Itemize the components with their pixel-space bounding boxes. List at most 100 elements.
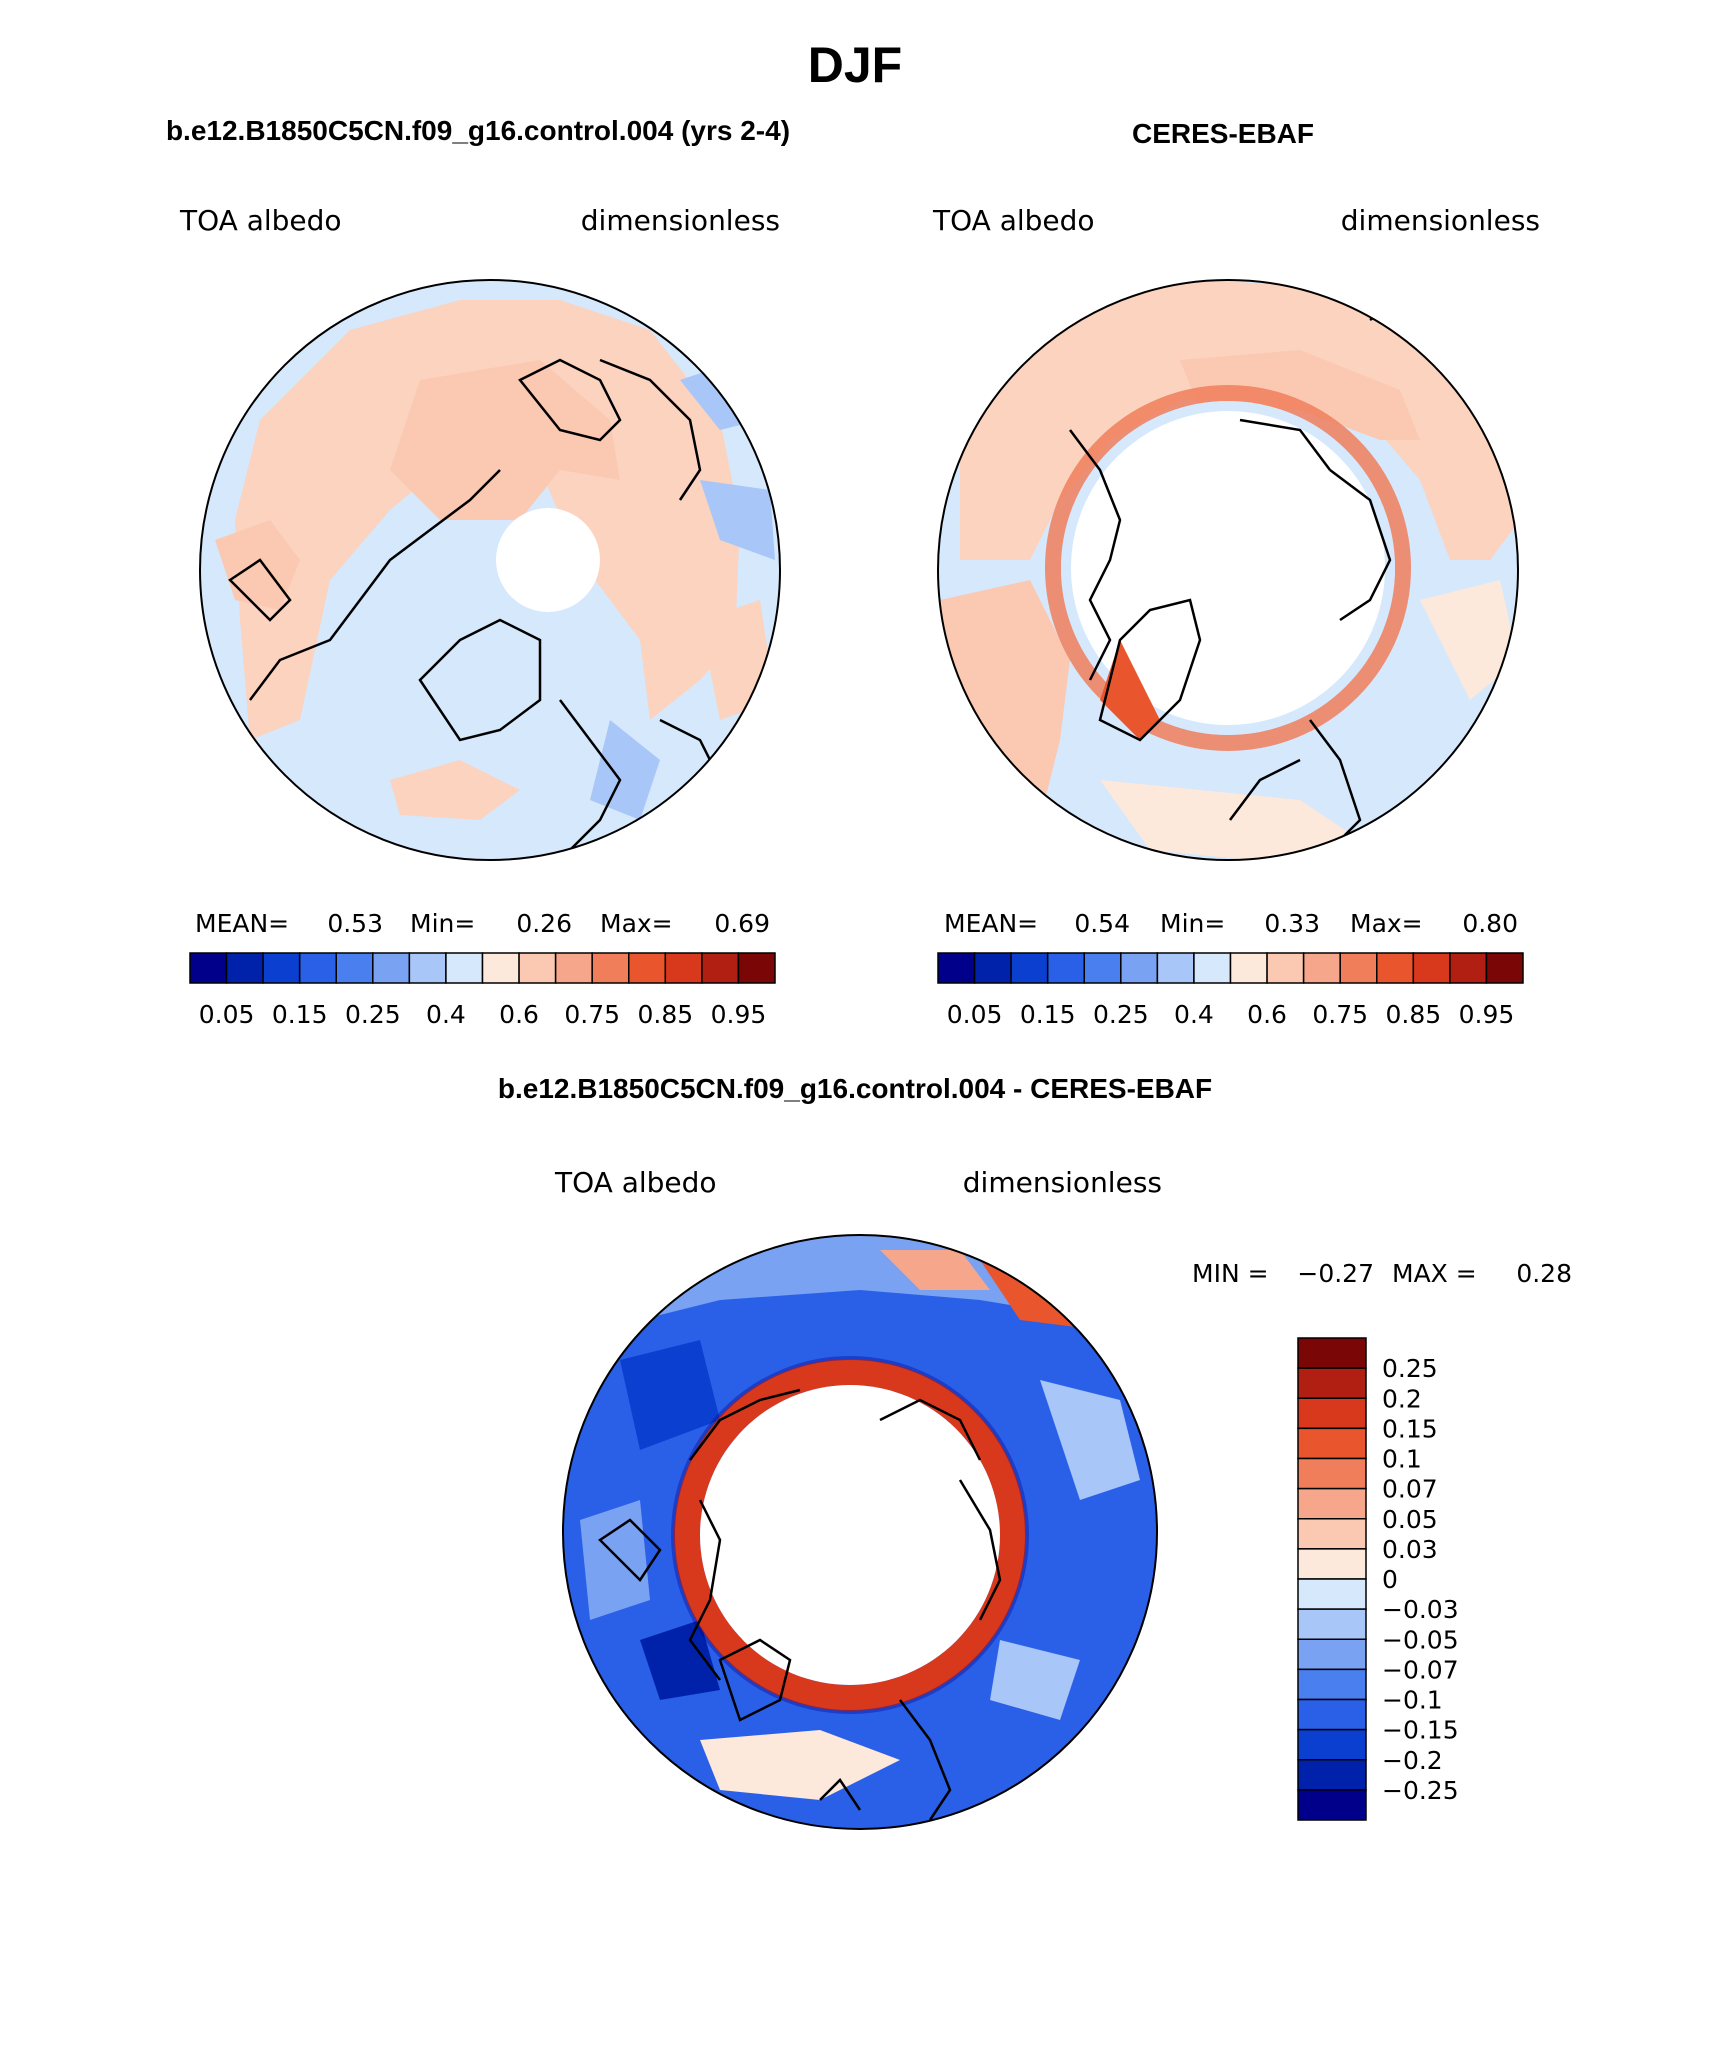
obs-colorbar-swatch bbox=[1449, 952, 1488, 984]
diff-variable-label: TOA albedo bbox=[554, 1166, 717, 1199]
obs-colorbar-tick-label: 0.75 bbox=[1312, 1000, 1368, 1029]
model-colorbar-swatch bbox=[481, 952, 520, 984]
diff-colorbar-swatch bbox=[1297, 1728, 1367, 1761]
diff-colorbar: 0.250.20.150.10.070.050.030−0.03−0.05−0.… bbox=[1297, 1337, 1459, 1821]
model-colorbar-swatch bbox=[298, 952, 337, 984]
diff-colorbar-swatch bbox=[1297, 1668, 1367, 1701]
diff-colorbar-swatch bbox=[1297, 1518, 1367, 1550]
diff-max-value: 0.28 bbox=[1516, 1259, 1572, 1288]
obs-map bbox=[938, 280, 1518, 860]
diff-units-label: dimensionless bbox=[963, 1166, 1162, 1199]
diff-colorbar-tick-label: 0.03 bbox=[1382, 1535, 1438, 1564]
diff-max-label: MAX = bbox=[1392, 1259, 1477, 1288]
model-panel-title: b.e12.B1850C5CN.f09_g16.control.004 (yrs… bbox=[166, 115, 790, 146]
obs-colorbar-swatch bbox=[1302, 952, 1341, 984]
figure-title: DJF bbox=[808, 37, 902, 93]
obs-colorbar-swatch bbox=[1376, 952, 1415, 984]
obs-mean-value: 0.54 bbox=[1074, 909, 1130, 938]
model-colorbar-tick-label: 0.95 bbox=[711, 1000, 767, 1029]
diff-map-panel: TOA albedo dimensionless bbox=[554, 1166, 1572, 1830]
obs-colorbar-tick-label: 0.6 bbox=[1247, 1000, 1287, 1029]
model-colorbar-swatch bbox=[445, 952, 484, 984]
obs-colorbar-swatch bbox=[1046, 952, 1085, 984]
model-colorbar-swatch bbox=[591, 952, 630, 984]
obs-colorbar-swatch bbox=[1083, 952, 1122, 984]
obs-max-value: 0.80 bbox=[1462, 909, 1518, 938]
model-map-panel: TOA albedo dimensionless MEA bbox=[179, 204, 781, 1029]
diff-colorbar-swatch bbox=[1297, 1548, 1367, 1580]
model-colorbar-swatch bbox=[372, 952, 411, 984]
diff-colorbar-tick-label: −0.15 bbox=[1382, 1716, 1459, 1745]
diff-colorbar-tick-label: −0.2 bbox=[1382, 1746, 1443, 1775]
model-colorbar-tick-label: 0.85 bbox=[637, 1000, 693, 1029]
model-colorbar-tick-label: 0.4 bbox=[426, 1000, 466, 1029]
diff-colorbar-tick-label: 0.1 bbox=[1382, 1445, 1422, 1474]
obs-colorbar-swatch bbox=[1485, 952, 1524, 984]
model-max-label: Max= bbox=[600, 909, 673, 938]
diff-colorbar-swatch bbox=[1297, 1487, 1367, 1520]
model-colorbar-swatch bbox=[189, 952, 228, 984]
model-colorbar-swatch bbox=[701, 952, 740, 984]
model-colorbar-tick-label: 0.05 bbox=[199, 1000, 255, 1029]
diff-min-value: −0.27 bbox=[1297, 1259, 1374, 1288]
diff-colorbar-tick-label: −0.1 bbox=[1382, 1686, 1443, 1715]
model-map bbox=[200, 280, 780, 860]
obs-variable-label: TOA albedo bbox=[932, 204, 1095, 237]
model-colorbar-swatch bbox=[408, 952, 447, 984]
model-colorbar-swatch bbox=[225, 952, 264, 984]
diff-colorbar-swatch bbox=[1297, 1367, 1367, 1399]
obs-map-panel: TOA albedo dimensionless bbox=[932, 204, 1540, 1029]
diff-colorbar-swatch bbox=[1297, 1397, 1367, 1430]
obs-colorbar-tick-label: 0.4 bbox=[1174, 1000, 1214, 1029]
diff-colorbar-tick-label: −0.03 bbox=[1382, 1595, 1459, 1624]
model-mean-label: MEAN= bbox=[195, 909, 289, 938]
diff-colorbar-tick-label: 0.07 bbox=[1382, 1475, 1438, 1504]
obs-min-value: 0.33 bbox=[1264, 909, 1320, 938]
obs-colorbar-swatch bbox=[937, 952, 976, 984]
diff-colorbar-tick-label: 0.2 bbox=[1382, 1384, 1422, 1413]
model-colorbar-swatch bbox=[262, 952, 301, 984]
diff-colorbar-tick-label: 0 bbox=[1382, 1565, 1398, 1594]
model-variable-label: TOA albedo bbox=[179, 204, 342, 237]
model-mean-value: 0.53 bbox=[327, 909, 383, 938]
model-max-value: 0.69 bbox=[714, 909, 770, 938]
obs-colorbar-tick-label: 0.85 bbox=[1385, 1000, 1441, 1029]
diff-panel-title: b.e12.B1850C5CN.f09_g16.control.004 - CE… bbox=[498, 1073, 1212, 1104]
diff-colorbar-tick-label: 0.15 bbox=[1382, 1414, 1438, 1443]
model-colorbar-tick-label: 0.15 bbox=[272, 1000, 328, 1029]
model-colorbar-tick-label: 0.6 bbox=[499, 1000, 539, 1029]
obs-min-label: Min= bbox=[1160, 909, 1225, 938]
model-min-value: 0.26 bbox=[516, 909, 572, 938]
obs-max-label: Max= bbox=[1350, 909, 1423, 938]
obs-colorbar-swatch bbox=[1412, 952, 1451, 984]
model-colorbar-swatch bbox=[628, 952, 667, 984]
obs-colorbar-swatch bbox=[973, 952, 1012, 984]
obs-colorbar: 0.05 0.15 0.25 0.4 0.6 0.75 0.85 0.95 bbox=[937, 952, 1524, 1029]
model-colorbar: 0.05 0.15 0.25 0.4 0.6 0.75 0.85 0.95 bbox=[189, 952, 776, 1029]
obs-colorbar-swatch bbox=[1156, 952, 1195, 984]
obs-colorbar-tick-label: 0.25 bbox=[1093, 1000, 1149, 1029]
model-colorbar-swatch bbox=[518, 952, 557, 984]
obs-colorbar-tick-label: 0.15 bbox=[1020, 1000, 1076, 1029]
obs-colorbar-swatch bbox=[1266, 952, 1305, 984]
diff-map bbox=[563, 1235, 1157, 1829]
diff-colorbar-swatch bbox=[1297, 1638, 1367, 1671]
diff-colorbar-swatch bbox=[1297, 1427, 1367, 1460]
diff-colorbar-swatch bbox=[1297, 1578, 1367, 1610]
model-colorbar-tick-label: 0.75 bbox=[564, 1000, 620, 1029]
obs-colorbar-swatch bbox=[1010, 952, 1049, 984]
model-min-label: Min= bbox=[410, 909, 475, 938]
model-colorbar-swatch bbox=[335, 952, 374, 984]
obs-colorbar-swatch bbox=[1120, 952, 1159, 984]
diff-colorbar-tick-label: −0.05 bbox=[1382, 1625, 1459, 1654]
obs-colorbar-swatch bbox=[1193, 952, 1232, 984]
diff-colorbar-swatch bbox=[1297, 1789, 1367, 1821]
diff-min-label: MIN = bbox=[1192, 1259, 1269, 1288]
obs-mean-label: MEAN= bbox=[944, 909, 1038, 938]
obs-panel-title: CERES-EBAF bbox=[1132, 118, 1314, 149]
model-colorbar-swatch bbox=[664, 952, 703, 984]
obs-colorbar-tick-label: 0.95 bbox=[1459, 1000, 1515, 1029]
diff-colorbar-swatch bbox=[1297, 1337, 1367, 1369]
diff-colorbar-tick-label: −0.07 bbox=[1382, 1655, 1459, 1684]
